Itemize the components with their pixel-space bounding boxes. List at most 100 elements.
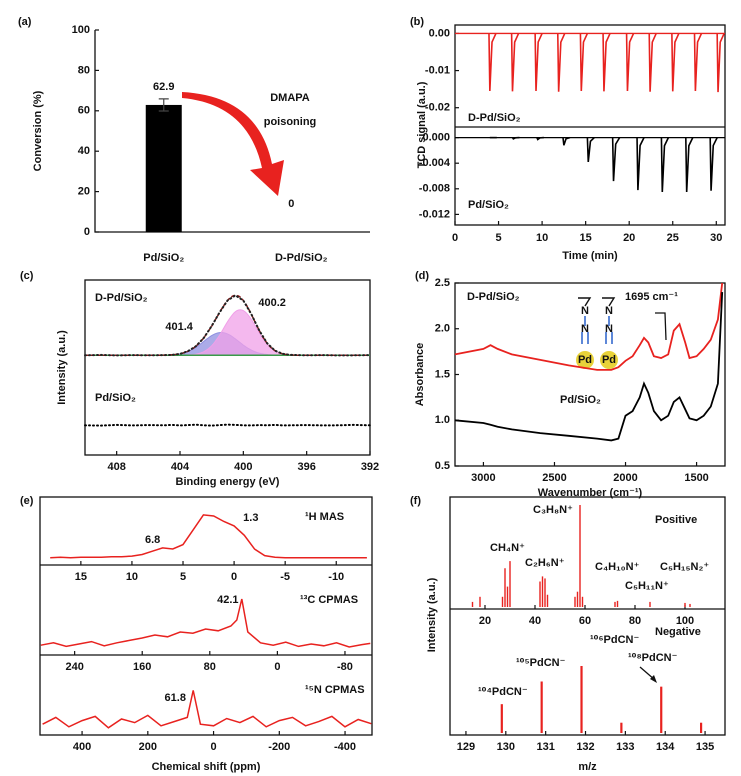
- peak-label: C₂H₆N⁺: [525, 557, 565, 569]
- y-tick-label: 0.5: [435, 460, 450, 472]
- pointer-head: [650, 675, 657, 683]
- y-tick-label: 0.00: [429, 27, 450, 39]
- y-tick-label: -0.02: [425, 102, 450, 114]
- peak-label: C₃H₈N⁺: [533, 504, 573, 516]
- x-axis-label: Chemical shift (ppm): [152, 761, 261, 773]
- panel-label: (a): [18, 16, 32, 28]
- pulse: [586, 137, 595, 163]
- x-tick-label: 60: [579, 615, 591, 627]
- pd-atom: [576, 351, 594, 369]
- spectrum-line: [454, 292, 724, 442]
- x-tick-label: 133: [616, 741, 634, 753]
- axis-frame: [39, 496, 373, 736]
- y-tick-label: -0.004: [419, 157, 451, 169]
- x-tick-label: 134: [656, 741, 675, 753]
- x-tick-label: 132: [576, 741, 594, 753]
- x-tick-label: 2500: [542, 472, 566, 484]
- atom-label: N: [605, 305, 613, 317]
- y-tick-label: 20: [78, 186, 90, 198]
- peak-label: ¹⁰⁸PdCN⁻: [628, 652, 678, 664]
- x-tick-label: Pd/SiO₂: [143, 252, 184, 264]
- x-tick-label: 160: [133, 661, 151, 673]
- arrow: [182, 92, 284, 196]
- x-tick-label: 5: [495, 232, 501, 244]
- molecule: [578, 297, 616, 344]
- peak-label: C₅H₁₁N⁺: [625, 580, 669, 592]
- x-tick-label: 80: [629, 615, 641, 627]
- peak-label: 61.8: [165, 692, 186, 704]
- y-axis-label: Absorbance: [414, 343, 426, 407]
- x-tick-label: 0: [274, 661, 280, 673]
- spectrum-line: [50, 514, 367, 559]
- peak-label: 400.2: [258, 297, 286, 309]
- x-tick-label: 30: [710, 232, 722, 244]
- spectrum-line: [42, 690, 372, 729]
- pulse: [648, 33, 657, 92]
- subplot-label: ¹³C CPMAS: [300, 594, 358, 606]
- pulse: [511, 136, 520, 140]
- peak-label: C₄H₁₀N⁺: [595, 561, 640, 573]
- pulse: [660, 137, 670, 193]
- panel-label: (d): [415, 270, 429, 282]
- x-tick-label: 10: [126, 571, 138, 583]
- bracket: [655, 312, 667, 341]
- panel-label: (f): [410, 495, 421, 507]
- subplot-label: Negative: [655, 626, 701, 638]
- x-axis-label: m/z: [578, 761, 597, 773]
- x-tick-label: 200: [139, 741, 157, 753]
- y-tick-label: -0.01: [425, 64, 450, 76]
- x-tick-label: 15: [580, 232, 592, 244]
- data-dots: [84, 423, 371, 427]
- pulse: [579, 33, 589, 92]
- x-tick-label: 100: [676, 615, 694, 627]
- subplot-label: ¹H MAS: [305, 511, 344, 523]
- x-tick-label: -80: [337, 661, 353, 673]
- x-tick-label: -10: [328, 571, 344, 583]
- atom-label: Pd: [602, 354, 616, 366]
- x-tick-label: 135: [696, 741, 714, 753]
- peak-label: 6.8: [145, 534, 160, 546]
- y-axis-label: TCD signal (a.u.): [416, 81, 428, 168]
- y-axis-label: Conversion (%): [32, 90, 44, 171]
- x-tick-label: 0: [231, 571, 237, 583]
- x-tick-label: 396: [297, 461, 315, 473]
- subplot-label: Positive: [655, 514, 697, 526]
- spectrum-line: [40, 598, 371, 648]
- pulse: [602, 33, 611, 92]
- pulse: [556, 33, 566, 92]
- panel-label: (c): [20, 270, 34, 282]
- value-label: 62.9: [153, 81, 174, 93]
- pulse: [693, 33, 703, 92]
- y-tick-label: 80: [78, 64, 90, 76]
- error-bar: [158, 98, 169, 112]
- x-tick-label: 0: [210, 741, 216, 753]
- x-tick-label: 3000: [471, 472, 495, 484]
- annotation: poisoning: [264, 116, 317, 128]
- annotation: DMAPA: [270, 92, 310, 104]
- panel-label: (b): [410, 16, 424, 28]
- pulse: [636, 137, 645, 191]
- y-tick-label: 2.0: [435, 323, 450, 335]
- x-tick-label: 10: [536, 232, 548, 244]
- y-tick-label: -0.008: [419, 183, 450, 195]
- x-axis-label: Time (min): [562, 250, 618, 262]
- peak-label: 401.4: [165, 321, 193, 333]
- series-label: Pd/SiO₂: [95, 392, 136, 404]
- pulse: [510, 33, 520, 92]
- pulse: [611, 137, 621, 182]
- x-tick-label: 0: [452, 232, 458, 244]
- panel-label: (e): [20, 495, 34, 507]
- y-tick-label: 2.5: [435, 277, 450, 289]
- pulse: [716, 33, 725, 93]
- y-tick-label: 1.0: [435, 414, 450, 426]
- subplot-label: ¹⁵N CPMAS: [305, 684, 365, 696]
- spectrum-line: [454, 282, 724, 371]
- x-tick-label: -400: [334, 741, 356, 753]
- x-tick-label: -200: [268, 741, 290, 753]
- data-dots: [84, 294, 371, 357]
- x-tick-label: 240: [65, 661, 83, 673]
- value-label: 0: [288, 198, 294, 210]
- pulse: [685, 137, 694, 193]
- y-axis-label: Intensity (a.u.): [426, 577, 438, 652]
- pulse: [671, 33, 680, 92]
